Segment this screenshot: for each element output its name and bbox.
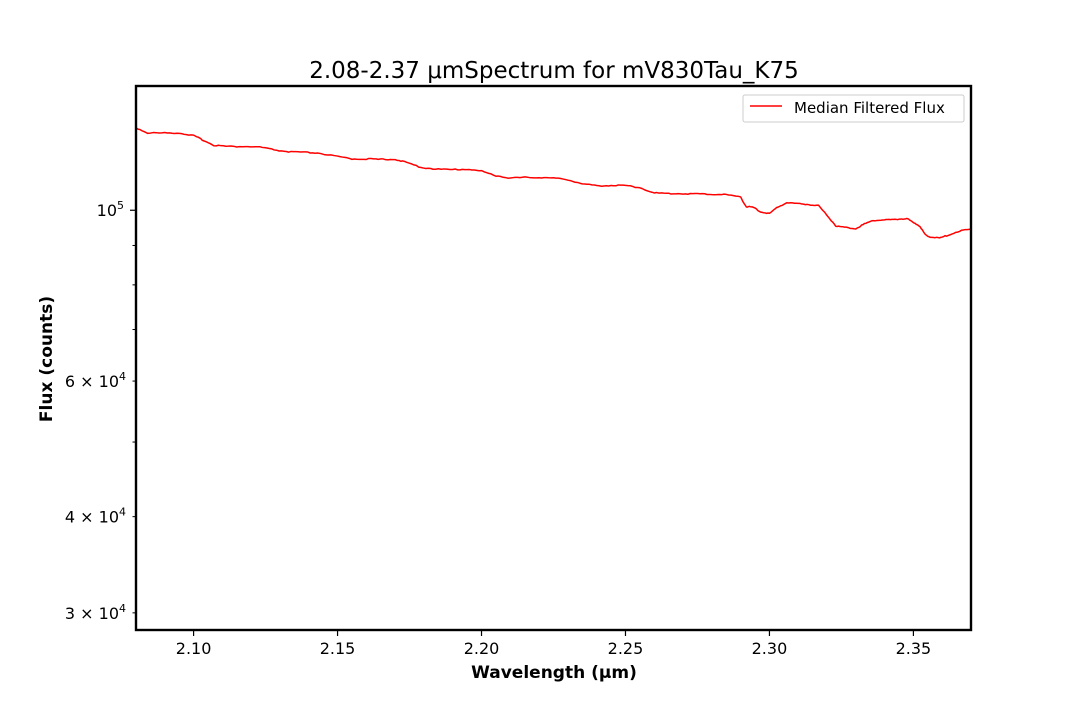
- y-axis-title-group: Flux (counts): [37, 296, 57, 422]
- y-minor-tick-label: 3 × 104: [65, 602, 126, 623]
- series-line-median-filtered-flux: [135, 127, 972, 239]
- x-tick-label: 2.20: [464, 639, 500, 658]
- tick-layer: 2.10 2.15 2.20 2.25 2.30 2.35 105 3 × 104 4 × 10…: [65, 199, 931, 658]
- plot-frame: [134, 84, 973, 632]
- x-tick-label: 2.10: [176, 639, 212, 658]
- y-minor-tick-label: 4 × 104: [65, 506, 126, 527]
- x-tick-label: 2.25: [608, 639, 644, 658]
- legend: Median Filtered Flux: [742, 94, 965, 123]
- x-tick-label: 2.35: [896, 639, 932, 658]
- y-axis-title: Flux (counts): [37, 296, 57, 422]
- chart-title: 2.08-2.37 μmSpectrum for mV830Tau_K75: [309, 58, 799, 84]
- legend-label: Median Filtered Flux: [794, 99, 945, 117]
- x-axis-title: Wavelength (μm): [471, 663, 637, 683]
- x-tick-label: 2.30: [752, 639, 788, 658]
- x-tick-label: 2.15: [320, 639, 356, 658]
- legend-box: [742, 94, 965, 123]
- y-minor-tick-label: 6 × 104: [65, 370, 126, 391]
- series-layer: [135, 127, 972, 239]
- y-major-tick-label: 105: [97, 199, 124, 220]
